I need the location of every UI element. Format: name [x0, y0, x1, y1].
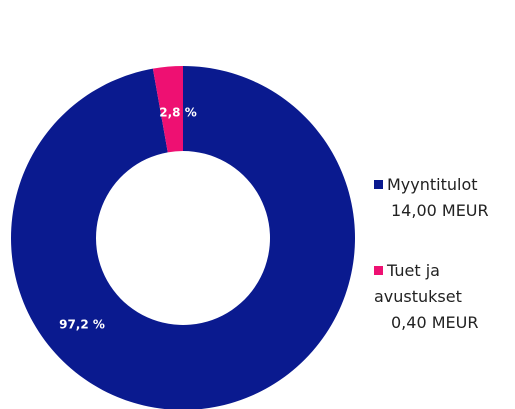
legend-label: Myyntitulot — [387, 175, 478, 194]
donut-segment — [11, 66, 355, 409]
legend-label: Tuet ja avustukset — [374, 261, 462, 306]
legend-amount: 14,00 MEUR — [391, 201, 489, 220]
legend-swatch — [374, 180, 383, 189]
data-label: 97,2 % — [59, 318, 105, 332]
donut-segment — [152, 66, 183, 153]
data-label: 2,8 % — [159, 106, 196, 120]
legend: Myyntitulot 14,00 MEUR Tuet ja avustukset 0… — [374, 172, 504, 370]
legend-swatch — [374, 266, 383, 275]
legend-item: Myyntitulot 14,00 MEUR — [374, 172, 504, 224]
legend-item: Tuet ja avustukset 0,40 MEUR — [374, 258, 504, 336]
legend-amount: 0,40 MEUR — [391, 313, 479, 332]
